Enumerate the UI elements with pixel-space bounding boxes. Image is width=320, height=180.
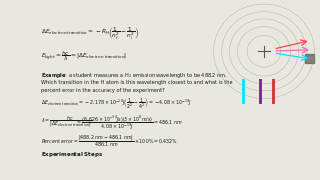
Text: $\lambda = \dfrac{hc}{|\Delta E_{electron\ transition}|}$: $\lambda = \dfrac{hc}{|\Delta E_{electro… <box>41 114 92 129</box>
Text: $\mathbf{Experimental\ Steps}$: $\mathbf{Experimental\ Steps}$ <box>41 150 103 159</box>
Bar <box>305 54 315 63</box>
Text: $\mathbf{Example}$: a student measures a H$_2$ emission wavelength to be 488.2 n: $\mathbf{Example}$: a student measures a… <box>41 71 228 80</box>
Text: $\mathit{Percent\ error} = \dfrac{|488.2\ nm - 486.1\ nm|}{486.1\ nm} \times 100: $\mathit{Percent\ error} = \dfrac{|488.2… <box>41 134 179 149</box>
Text: $\Delta E_{electron\ transition} = -2.178 \times 10^{-18}J\left(\dfrac{1}{2^2} -: $\Delta E_{electron\ transition} = -2.17… <box>41 96 192 111</box>
Text: $\Delta E_{electron\ transition} = -R_H\left(\dfrac{1}{n_f^2} - \dfrac{1}{n_i^2}: $\Delta E_{electron\ transition} = -R_H\… <box>41 26 139 42</box>
Text: $E_{light} = \dfrac{hc}{\lambda} = |\Delta E_{electron\ transition}|$: $E_{light} = \dfrac{hc}{\lambda} = |\Del… <box>41 49 127 63</box>
Text: percent error in the accuracy of the experiment?: percent error in the accuracy of the exp… <box>41 88 165 93</box>
Text: $= \dfrac{(6.626 \times 10^{-34}Js)(3 \times 10^{8}m/s)}{4.08 \times 10^{-19}J} : $= \dfrac{(6.626 \times 10^{-34}Js)(3 \t… <box>76 114 182 132</box>
Text: Which transition in the H atom is this wavelength closest to and what is the: Which transition in the H atom is this w… <box>41 80 233 85</box>
